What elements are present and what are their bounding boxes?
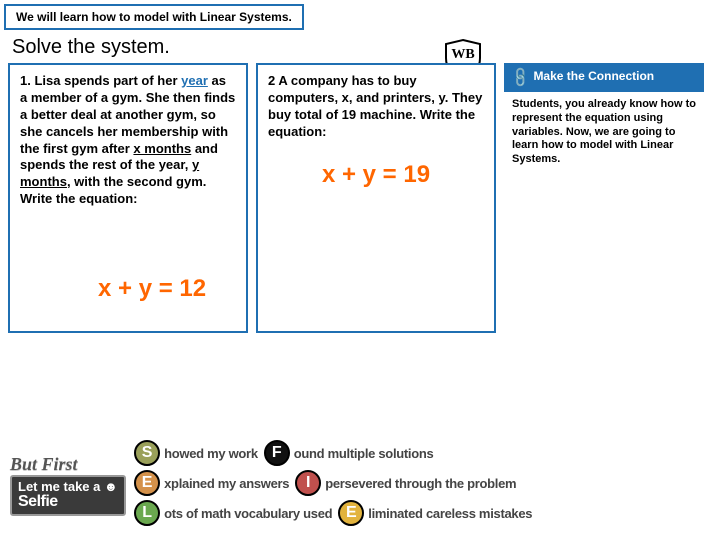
badge-e1: E xplained my answers <box>134 470 289 496</box>
problem-2-text: A company has to buy computers, x, and p… <box>268 73 482 139</box>
link-icon: 🔗 <box>509 65 533 89</box>
badge-l: L ots of math vocabulary used <box>134 500 332 526</box>
problem-2-answer: x + y = 19 <box>268 159 484 190</box>
badge-s: S howed my work <box>134 440 258 466</box>
badge-e1-text: xplained my answers <box>164 476 289 491</box>
problem-2: 2 A company has to buy computers, x, and… <box>256 63 496 333</box>
connection-title: Make the Connection <box>533 69 654 83</box>
badge-e2: E liminated careless mistakes <box>338 500 532 526</box>
connection-header: 🔗 Make the Connection <box>504 63 704 92</box>
problem-1-answer: x + y = 12 <box>98 273 206 304</box>
badge-s-circle: S <box>134 440 160 466</box>
main-row: 1. Lisa spends part of her year as a mem… <box>0 63 720 333</box>
problem-1-year: year <box>181 73 208 88</box>
problem-1-num: 1. <box>20 73 31 88</box>
badge-f: F ound multiple solutions <box>264 440 434 466</box>
badge-f-text: ound multiple solutions <box>294 446 434 461</box>
badge-e1-circle: E <box>134 470 160 496</box>
badge-row-1: S howed my work F ound multiple solution… <box>134 440 532 466</box>
problem-1-text-p1: Lisa spends part of her <box>34 73 181 88</box>
footer: But First Let me take a ☻ Selfie S howed… <box>10 440 710 530</box>
badge-s-text: howed my work <box>164 446 258 461</box>
badge-e2-circle: E <box>338 500 364 526</box>
badge-i-text: persevered through the problem <box>325 476 516 491</box>
connection-body: Students, you already know how to repres… <box>504 92 704 175</box>
badge-i: I persevered through the problem <box>295 470 516 496</box>
problem-2-num: 2 <box>268 73 275 88</box>
badge-row-3: L ots of math vocabulary used E liminate… <box>134 500 532 526</box>
badge-e2-text: liminated careless mistakes <box>368 506 532 521</box>
svg-text:WB: WB <box>451 47 474 62</box>
problem-1-xmonths: x months <box>133 141 191 156</box>
selfie-line2: Selfie <box>18 493 58 510</box>
badge-f-circle: F <box>264 440 290 466</box>
badges-area: S howed my work F ound multiple solution… <box>134 440 532 530</box>
selfie-banner: Let me take a ☻ Selfie <box>10 475 126 515</box>
header-tab: We will learn how to model with Linear S… <box>4 4 304 30</box>
instruction-text: Solve the system. <box>0 30 720 63</box>
sidebar: 🔗 Make the Connection Students, you alre… <box>504 63 704 333</box>
badge-row-2: E xplained my answers I persevered throu… <box>134 470 532 496</box>
badge-l-circle: L <box>134 500 160 526</box>
badge-i-circle: I <box>295 470 321 496</box>
selfie-block: But First Let me take a ☻ Selfie <box>10 454 126 515</box>
but-first-text: But First <box>10 454 126 475</box>
badge-l-text: ots of math vocabulary used <box>164 506 332 521</box>
problem-1: 1. Lisa spends part of her year as a mem… <box>8 63 248 333</box>
